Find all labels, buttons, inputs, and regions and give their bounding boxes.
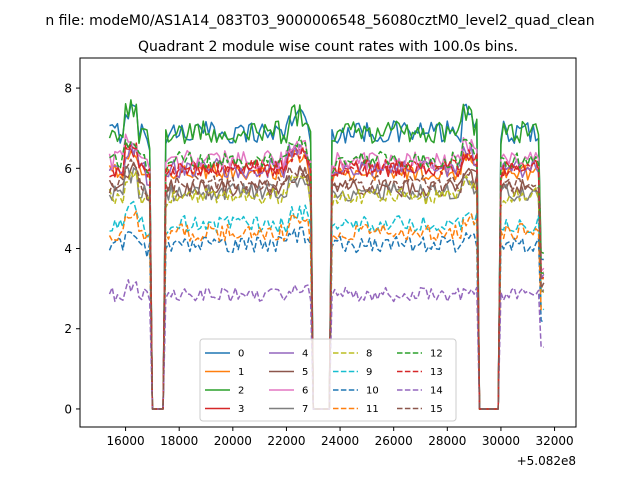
plot-area-frame — [79, 57, 577, 428]
x-axis-offset-label: +5.082e8 — [517, 454, 576, 468]
y-tick-label: 8 — [64, 82, 72, 96]
x-tick-label: 22000 — [267, 434, 305, 448]
x-tick-label: 32000 — [535, 434, 573, 448]
x-tick-label: 26000 — [375, 434, 413, 448]
legend-label-1: 1 — [238, 367, 244, 378]
legend-label-14: 14 — [430, 386, 443, 397]
x-tick-label: 30000 — [482, 434, 520, 448]
x-tick-label: 24000 — [321, 434, 359, 448]
legend-label-2: 2 — [238, 386, 244, 397]
legend-label-13: 13 — [430, 367, 443, 378]
series-line-12 — [109, 135, 545, 410]
y-tick-label: 4 — [64, 242, 72, 256]
y-tick-label: 6 — [64, 162, 72, 176]
x-axis: 16000 18000 20000 22000 24000 26000 28000 30000… — [106, 427, 574, 448]
series-line-8 — [108, 170, 544, 410]
legend-label-12: 12 — [430, 349, 443, 360]
x-tick-label: 28000 — [428, 434, 466, 448]
x-tick-label: 16000 — [106, 434, 144, 448]
legend-label-8: 8 — [366, 349, 372, 360]
x-tick-label: 20000 — [214, 434, 252, 448]
y-axis: 0 2 4 6 8 — [64, 82, 80, 416]
y-tick-label: 2 — [64, 322, 72, 336]
chart-title: Quadrant 2 module wise count rates with … — [138, 39, 518, 55]
legend-frame — [199, 338, 457, 422]
legend-label-7: 7 — [302, 404, 308, 415]
legend-label-0: 0 — [238, 349, 244, 360]
legend-label-10: 10 — [366, 386, 379, 397]
figure-suptitle: n file: modeM0/AS1A14_083T03_9000006548_… — [45, 13, 594, 29]
legend-label-3: 3 — [238, 404, 244, 415]
legend-label-6: 6 — [302, 386, 308, 397]
legend-label-4: 4 — [302, 349, 308, 360]
legend-label-15: 15 — [430, 404, 443, 415]
x-tick-label: 18000 — [160, 434, 198, 448]
legend-label-9: 9 — [366, 367, 372, 378]
legend-label-11: 11 — [366, 404, 379, 415]
y-tick-label: 0 — [64, 402, 72, 416]
legend-label-5: 5 — [302, 367, 308, 378]
